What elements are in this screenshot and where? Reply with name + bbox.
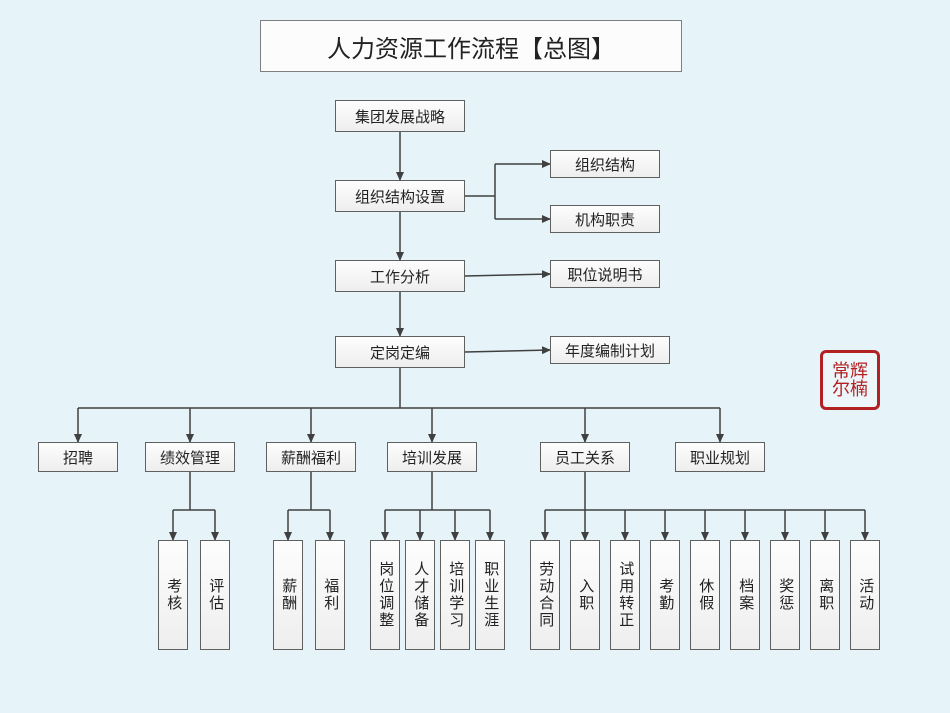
node-l_zhuanzheng: 试用转正 [610, 540, 640, 650]
diagram-title: 人力资源工作流程【总图】 [260, 20, 682, 72]
node-n_recruit: 招聘 [38, 442, 118, 472]
node-l_kaohe: 考核 [158, 540, 188, 650]
node-n_emprel: 员工关系 [540, 442, 630, 472]
node-l_hetong: 劳动合同 [530, 540, 560, 650]
node-l_jiangcheng: 奖惩 [770, 540, 800, 650]
node-n_career: 职业规划 [675, 442, 765, 472]
node-l_xiujia: 休假 [690, 540, 720, 650]
node-l_fuli: 福利 [315, 540, 345, 650]
seal-stamp: 常辉尔楠 [820, 350, 880, 410]
node-n_jobdesc: 职位说明书 [550, 260, 660, 288]
node-l_kaoqin: 考勤 [650, 540, 680, 650]
node-l_chubei: 人才储备 [405, 540, 435, 650]
node-n_orgstruct: 组织结构 [550, 150, 660, 178]
node-l_xuexi: 培训学习 [440, 540, 470, 650]
node-n_orgduty: 机构职责 [550, 205, 660, 233]
node-l_huodong: 活动 [850, 540, 880, 650]
node-n_strategy: 集团发展战略 [335, 100, 465, 132]
node-l_dangan: 档案 [730, 540, 760, 650]
node-l_pinggu: 评估 [200, 540, 230, 650]
node-n_orgset: 组织结构设置 [335, 180, 465, 212]
node-l_xinchou: 薪酬 [273, 540, 303, 650]
node-l_tiaozheng: 岗位调整 [370, 540, 400, 650]
node-n_plan: 年度编制计划 [550, 336, 670, 364]
node-n_train: 培训发展 [387, 442, 477, 472]
node-n_staffing: 定岗定编 [335, 336, 465, 368]
node-l_lizhi: 离职 [810, 540, 840, 650]
node-l_zysy: 职业生涯 [475, 540, 505, 650]
node-l_ruzhi: 入职 [570, 540, 600, 650]
node-n_perf: 绩效管理 [145, 442, 235, 472]
node-n_jobanalysis: 工作分析 [335, 260, 465, 292]
node-n_comp: 薪酬福利 [266, 442, 356, 472]
